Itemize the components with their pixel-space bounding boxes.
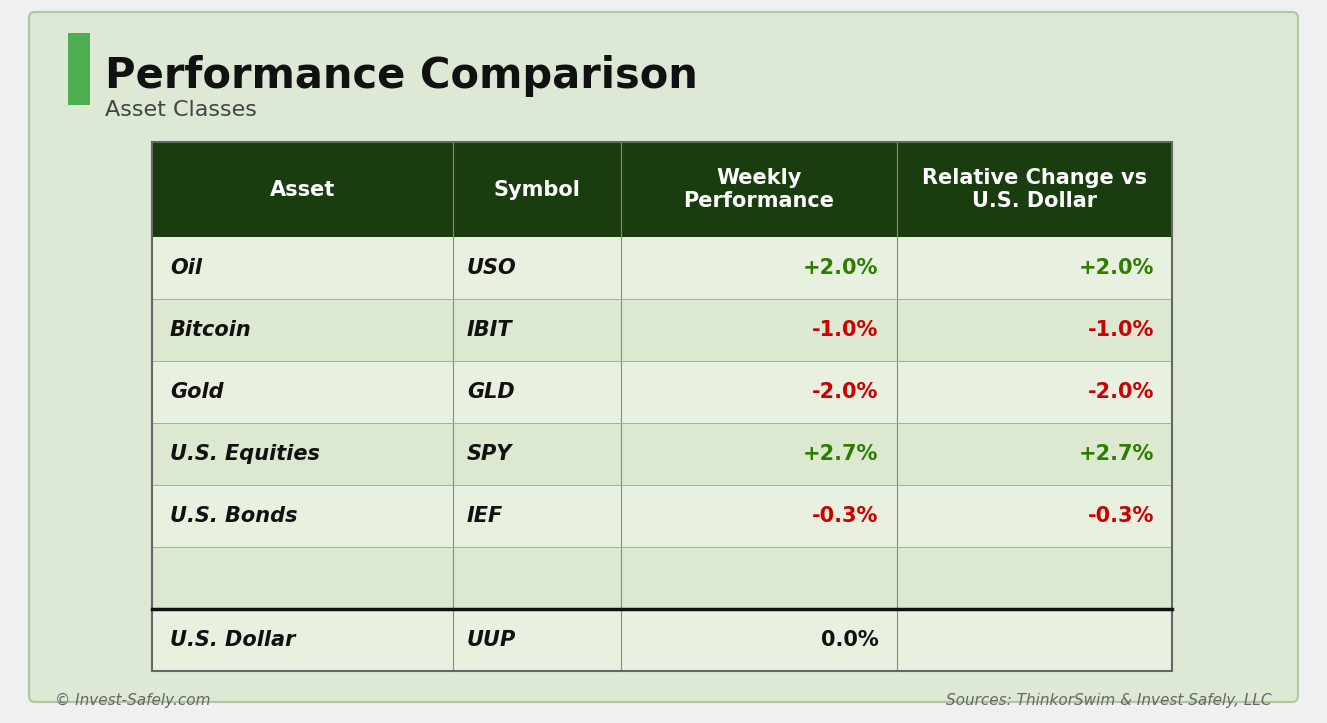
Text: © Invest-Safely.com: © Invest-Safely.com [54, 693, 211, 708]
Text: -0.3%: -0.3% [812, 506, 878, 526]
Text: USO: USO [467, 258, 516, 278]
Text: -0.3%: -0.3% [1088, 506, 1154, 526]
Text: Performance Comparison: Performance Comparison [105, 55, 698, 97]
Bar [153, 423, 1172, 485]
Bar [153, 485, 1172, 547]
Text: -1.0%: -1.0% [812, 320, 878, 340]
Text: IEF: IEF [467, 506, 503, 526]
Text: +2.7%: +2.7% [803, 444, 878, 464]
Text: 0.0%: 0.0% [821, 630, 878, 650]
Text: -2.0%: -2.0% [1088, 382, 1154, 402]
Text: Asset Classes: Asset Classes [105, 100, 257, 120]
Bar [153, 609, 1172, 671]
Text: UUP: UUP [467, 630, 516, 650]
Text: -2.0%: -2.0% [812, 382, 878, 402]
Text: Sources: ThinkorSwim & Invest Safely, LLC: Sources: ThinkorSwim & Invest Safely, LL… [946, 693, 1273, 708]
Text: +2.0%: +2.0% [803, 258, 878, 278]
Bar [153, 547, 1172, 609]
Text: GLD: GLD [467, 382, 515, 402]
Text: U.S. Dollar: U.S. Dollar [170, 630, 296, 650]
Bar [153, 142, 1172, 237]
Text: U.S. Bonds: U.S. Bonds [170, 506, 297, 526]
Text: SPY: SPY [467, 444, 512, 464]
Bar [153, 361, 1172, 423]
Text: Bitcoin: Bitcoin [170, 320, 252, 340]
Text: Gold: Gold [170, 382, 224, 402]
Bar [68, 33, 90, 105]
Text: Weekly
Performance: Weekly Performance [683, 168, 835, 211]
Text: Relative Change vs
U.S. Dollar: Relative Change vs U.S. Dollar [922, 168, 1147, 211]
Text: +2.0%: +2.0% [1079, 258, 1154, 278]
Text: -1.0%: -1.0% [1088, 320, 1154, 340]
FancyBboxPatch shape [29, 12, 1298, 702]
Text: +2.7%: +2.7% [1079, 444, 1154, 464]
Bar [153, 299, 1172, 361]
Bar [153, 142, 1172, 671]
Bar [153, 237, 1172, 299]
Text: Asset: Asset [269, 179, 336, 200]
Text: Oil: Oil [170, 258, 202, 278]
Text: IBIT: IBIT [467, 320, 512, 340]
Text: Symbol: Symbol [494, 179, 580, 200]
Text: U.S. Equities: U.S. Equities [170, 444, 320, 464]
